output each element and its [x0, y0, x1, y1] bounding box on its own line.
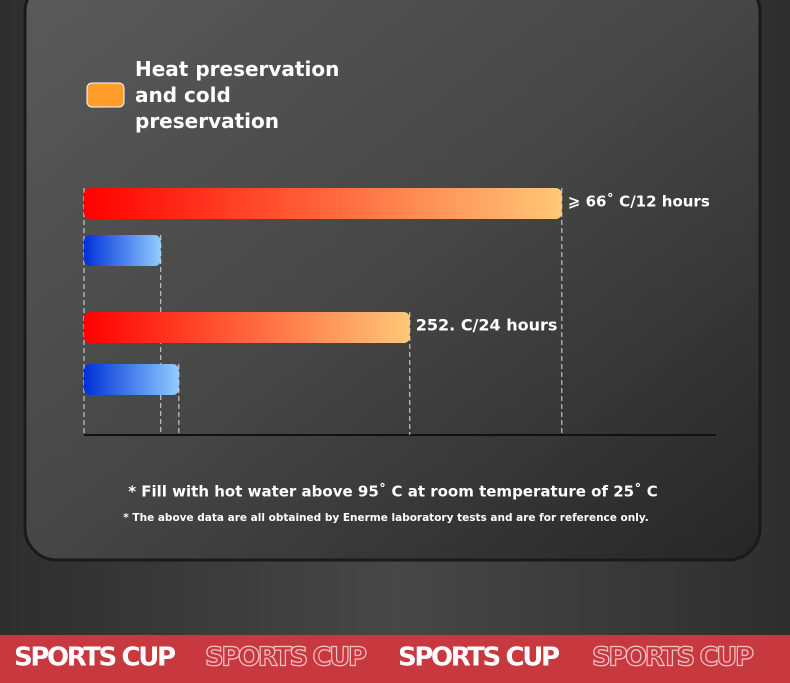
bar-annotation: 252. C/24 hours — [416, 316, 558, 335]
card — [23, 0, 762, 562]
footnote: * Fill with hot water above 95˚ C at roo… — [128, 483, 658, 501]
bar — [84, 188, 562, 219]
banner-text: SPORTS CUP — [14, 643, 176, 673]
bar — [84, 312, 410, 343]
banner-text: SPORTS CUP — [398, 643, 560, 673]
banner — [0, 635, 790, 683]
legend-swatch — [86, 82, 125, 108]
banner-text: SPORTS CUP — [205, 643, 367, 673]
bar — [84, 364, 179, 395]
legend-label: Heat preservation and cold preservation — [135, 57, 340, 133]
banner-text: SPORTS CUP — [592, 643, 754, 673]
bar — [84, 235, 161, 266]
bar-annotation: ⩾ 66˚ C/12 hours — [568, 193, 710, 211]
footnote: * The above data are all obtained by Ene… — [123, 512, 648, 524]
